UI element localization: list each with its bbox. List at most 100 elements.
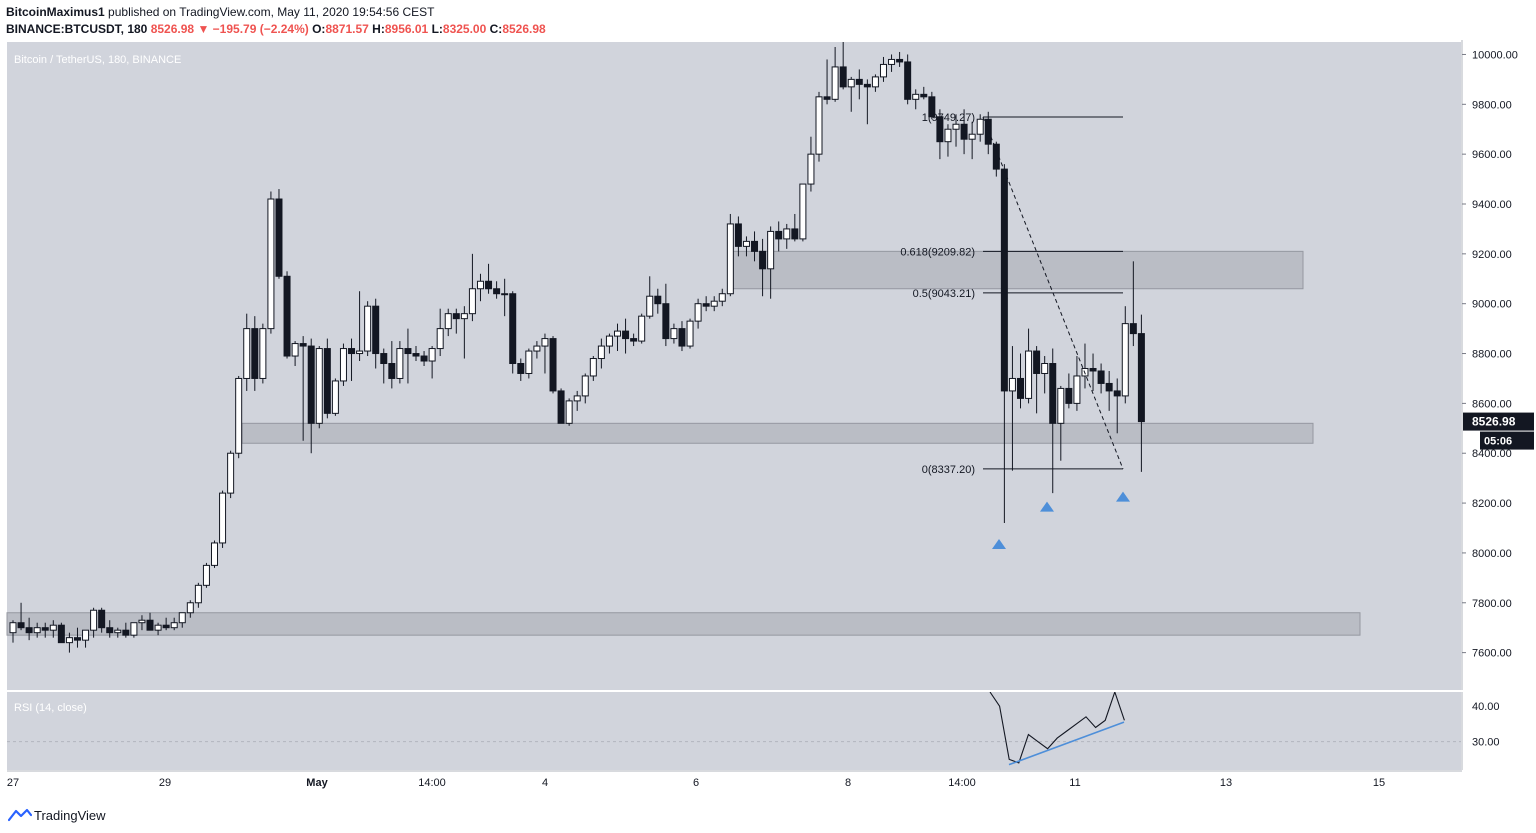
x-tick-label: 4 <box>542 777 548 789</box>
bearish-candle <box>855 78 863 85</box>
x-tick-label: 6 <box>693 777 699 789</box>
bullish-candle <box>1073 375 1081 404</box>
bullish-candle <box>815 96 823 155</box>
fib-level-label: 1(9749.27) <box>922 112 975 124</box>
bullish-candle <box>178 612 186 624</box>
bullish-candle <box>235 377 243 454</box>
y-tick-label: 8000.00 <box>1472 548 1512 560</box>
high-label: H: <box>372 22 385 36</box>
bullish-candle <box>65 637 73 644</box>
y-tick-label: 9600.00 <box>1472 149 1512 161</box>
bearish-candle <box>823 96 831 100</box>
bearish-candle <box>420 355 428 362</box>
x-tick-label: 15 <box>1373 777 1385 789</box>
bearish-candle <box>404 348 412 355</box>
bearish-candle <box>1033 350 1041 374</box>
price-chart[interactable]: 1(9749.27) 0.618(9209.82) 0.5(9043.21) 0(83… <box>0 40 1536 800</box>
bullish-candle <box>315 348 323 424</box>
y-tick-label: 8200.00 <box>1472 498 1512 510</box>
bullish-candle <box>364 305 372 352</box>
bullish-candle <box>49 624 57 631</box>
bearish-candle <box>388 363 396 379</box>
price-axis <box>1462 40 1536 772</box>
bullish-candle <box>952 123 960 130</box>
y-tick-label: 10000.00 <box>1472 49 1518 61</box>
bullish-candle <box>90 609 98 631</box>
bearish-candle <box>162 624 170 629</box>
bearish-candle <box>630 338 638 342</box>
bullish-candle <box>573 395 581 402</box>
rsi-line <box>989 692 1125 764</box>
author-name[interactable]: BitcoinMaximus1 <box>6 5 105 19</box>
bullish-candle <box>638 315 646 342</box>
footer-brand[interactable]: TradingView <box>34 808 106 823</box>
bullish-candle <box>1121 323 1129 397</box>
publish-date: published on TradingView.com, May 11, 20… <box>108 5 435 19</box>
rsi-divergence-line <box>1008 721 1125 766</box>
rsi-panel <box>7 692 1461 770</box>
bullish-candle <box>468 288 476 315</box>
last-price-tag <box>1463 412 1534 431</box>
bullish-candle <box>847 78 855 88</box>
bullish-candle <box>436 328 444 350</box>
bullish-candle <box>243 328 251 379</box>
bearish-candle <box>839 66 847 88</box>
x-tick-label: 8 <box>845 777 851 789</box>
bullish-candle <box>718 293 726 302</box>
support-resistance-zone <box>729 250 1304 290</box>
high-value: 8956.01 <box>384 22 429 36</box>
bearish-candle <box>41 627 49 631</box>
low-value: 8325.00 <box>442 22 487 36</box>
bearish-candle <box>146 619 154 631</box>
bearish-candle <box>759 250 767 270</box>
down-arrow-icon: ▼ <box>197 22 210 36</box>
bullish-candle <box>589 358 597 377</box>
bearish-candle <box>549 338 557 392</box>
bearish-candle <box>960 123 968 140</box>
bearish-candle <box>557 390 565 424</box>
bearish-candle <box>678 328 686 347</box>
signal-triangle-icon <box>1040 501 1054 512</box>
chart-header: BitcoinMaximus1 published on TradingView… <box>0 0 1536 40</box>
bullish-candle <box>501 293 509 296</box>
bearish-candle <box>751 240 759 252</box>
bullish-candle <box>976 118 984 135</box>
bullish-candle <box>888 58 896 65</box>
y-tick-label: 9800.00 <box>1472 99 1512 111</box>
bearish-candle <box>509 293 517 365</box>
bearish-candle <box>984 118 992 145</box>
bullish-candle <box>742 240 750 247</box>
bearish-candle <box>702 303 710 307</box>
bearish-candle <box>25 627 33 634</box>
support-resistance-zone <box>241 422 1314 444</box>
ohlc-legend: BINANCE:BTCUSDT, 180 8526.98 ▼ −195.79 (… <box>6 22 546 36</box>
bearish-candle <box>323 348 331 414</box>
bearish-candle <box>57 624 65 644</box>
bullish-candle <box>130 622 138 636</box>
bullish-candle <box>912 93 920 100</box>
bearish-candle <box>17 622 25 629</box>
bearish-candle <box>380 353 388 365</box>
bearish-candle <box>662 303 670 340</box>
bullish-candle <box>597 345 605 360</box>
bullish-candle <box>1008 377 1016 392</box>
chart-title: Bitcoin / TetherUS, 180, BINANCE <box>14 54 181 66</box>
y-tick-label: 8600.00 <box>1472 398 1512 410</box>
x-tick-label: 14:00 <box>418 777 446 789</box>
bullish-candle <box>186 602 194 614</box>
bearish-candle <box>904 61 912 100</box>
bullish-candle <box>944 128 952 143</box>
bearish-candle <box>1097 370 1105 384</box>
bearish-candle <box>452 313 460 320</box>
bullish-candle <box>9 622 17 634</box>
bullish-candle <box>154 624 162 631</box>
bearish-candle <box>654 295 662 305</box>
bearish-candle <box>791 228 799 240</box>
bullish-candle <box>114 629 122 634</box>
bullish-candle <box>605 335 613 347</box>
bullish-candle <box>541 338 549 347</box>
bullish-candle <box>331 380 339 414</box>
x-tick-label: 29 <box>159 777 171 789</box>
price-change: −195.79 (−2.24%) <box>212 22 309 36</box>
bullish-candle <box>670 328 678 340</box>
